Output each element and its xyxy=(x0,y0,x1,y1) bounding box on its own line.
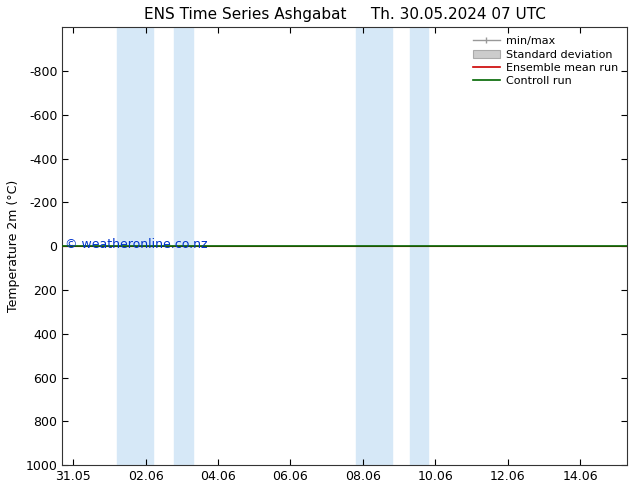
Bar xyxy=(356,27,392,465)
Bar xyxy=(174,27,193,465)
Text: © weatheronline.co.nz: © weatheronline.co.nz xyxy=(65,238,207,250)
Title: ENS Time Series Ashgabat     Th. 30.05.2024 07 UTC: ENS Time Series Ashgabat Th. 30.05.2024 … xyxy=(144,7,546,22)
Bar xyxy=(117,27,153,465)
Legend: min/max, Standard deviation, Ensemble mean run, Controll run: min/max, Standard deviation, Ensemble me… xyxy=(469,33,621,90)
Y-axis label: Temperature 2m (°C): Temperature 2m (°C) xyxy=(7,180,20,312)
Bar xyxy=(410,27,428,465)
